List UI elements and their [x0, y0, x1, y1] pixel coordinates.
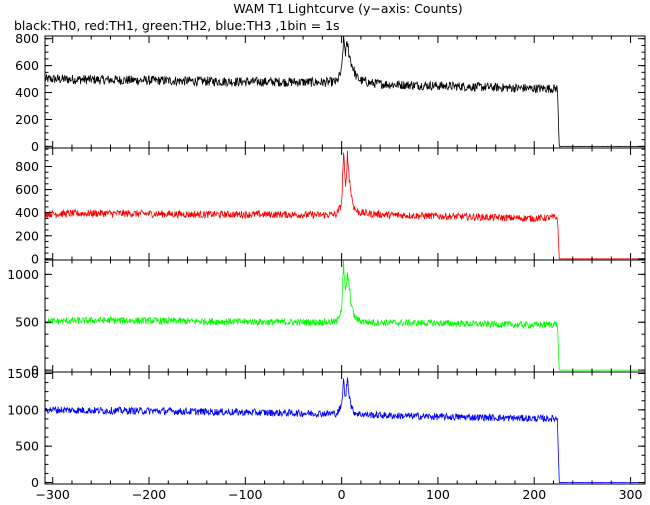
series-line-th0 — [44, 35, 646, 147]
y-tick-label: 800 — [15, 31, 39, 46]
y-tick-label: 0 — [31, 475, 39, 490]
y-tick-label: 800 — [15, 159, 39, 174]
y-tick-label: 200 — [15, 112, 39, 127]
y-tick-label: 600 — [15, 58, 39, 73]
y-tick-label: 500 — [15, 315, 39, 330]
series-line-th2 — [44, 260, 646, 371]
series-line-th3 — [44, 377, 646, 484]
panel-frame — [44, 371, 646, 485]
x-tick-label: −300 — [36, 487, 70, 502]
x-tick-label: −200 — [132, 487, 166, 502]
x-tick-label: 0 — [338, 487, 346, 502]
y-tick-label: 0 — [31, 363, 39, 378]
y-tick-label: 600 — [15, 182, 39, 197]
panel-th0: 0 200 400 600 800 — [15, 31, 646, 154]
panel-th1: 0 200 400 600 800 — [15, 147, 646, 266]
panels: 0200400600800020040060080005001000050010… — [7, 31, 646, 490]
y-tick-label: 0 — [31, 251, 39, 266]
y-tick-label: 0 — [31, 139, 39, 154]
y-tick-label: 1500 — [7, 366, 39, 381]
series-line-th1 — [44, 150, 646, 260]
x-tick-label: 200 — [522, 487, 546, 502]
y-tick-label: 400 — [15, 85, 39, 100]
chart-title: WAM T1 Lightcurve (y−axis: Counts) — [233, 1, 462, 16]
y-tick-label: 500 — [15, 439, 39, 454]
panel-frame — [44, 259, 646, 373]
panel-frame — [44, 147, 646, 261]
y-tick-label: 1000 — [7, 402, 39, 417]
y-tick-label: 200 — [15, 228, 39, 243]
x-tick-label: 300 — [619, 487, 643, 502]
y-tick-label: 1000 — [7, 267, 39, 282]
panel-th3: 0 500 1000 1500 — [7, 366, 646, 490]
y-tick-label: 400 — [15, 205, 39, 220]
x-tick-label: −100 — [228, 487, 262, 502]
x-tick-label: 100 — [426, 487, 450, 502]
chart-subtitle: black:TH0, red:TH1, green:TH2, blue:TH3 … — [14, 18, 340, 33]
x-axis: −300 −200 −100 0 100 200 300 — [36, 487, 643, 502]
panel-th2: 0 500 1000 — [7, 259, 646, 378]
